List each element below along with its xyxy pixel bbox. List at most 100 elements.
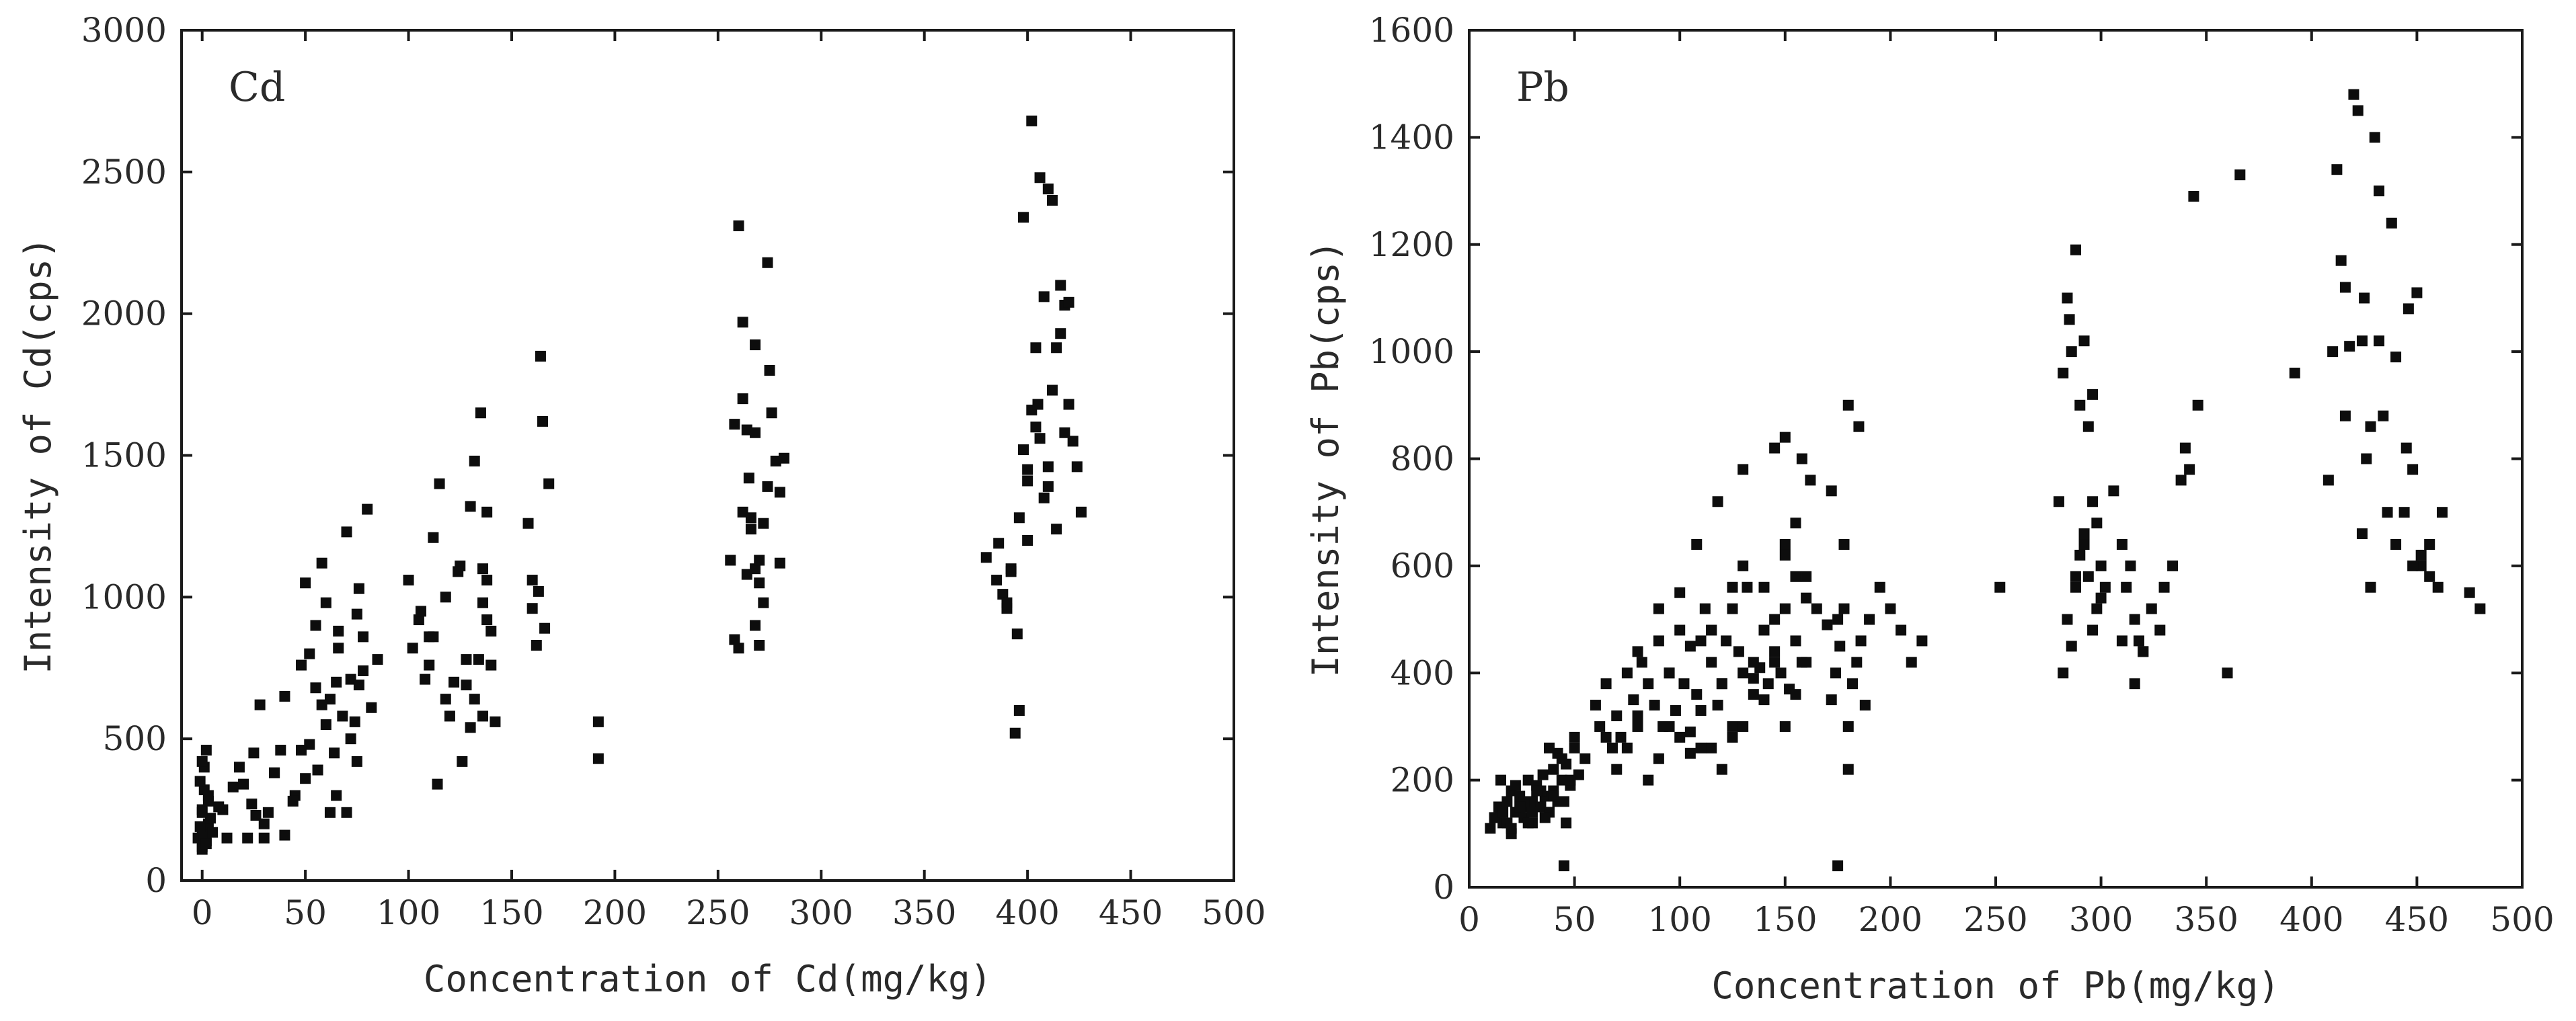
pb-data-point — [1643, 774, 1654, 786]
cd-data-point — [774, 487, 785, 498]
cd-data-point — [1063, 399, 1075, 410]
pb-data-point — [1748, 673, 1759, 684]
cd-data-point — [238, 778, 249, 790]
pb-data-point — [1838, 603, 1850, 614]
cd-data-point — [345, 733, 356, 745]
pb-data-point — [1826, 694, 1837, 706]
pb-data-point — [2339, 282, 2351, 293]
pb-data-point — [2062, 614, 2073, 625]
cd-data-point — [312, 764, 323, 776]
pb-data-point — [1594, 721, 1606, 732]
cd-data-point — [1034, 433, 1046, 444]
pb-data-point — [1801, 592, 1812, 604]
cd-data-point — [331, 676, 342, 688]
pb-data-point — [2133, 635, 2144, 647]
cd-data-point — [258, 818, 270, 829]
cd-x-tick-label: 150 — [479, 893, 543, 932]
cd-data-point — [198, 829, 210, 841]
pb-data-point — [1643, 678, 1654, 690]
pb-data-point — [1733, 646, 1744, 657]
pb-data-point — [1779, 539, 1791, 550]
cd-data-point — [1067, 436, 1079, 447]
cd-data-point — [733, 220, 744, 231]
cd-data-point — [993, 538, 1005, 549]
cd-data-point — [766, 407, 777, 419]
cd-x-tick-label: 300 — [789, 893, 853, 932]
pb-data-point — [2116, 539, 2128, 550]
cd-data-point — [233, 762, 245, 773]
pb-data-point — [2099, 581, 2111, 593]
pb-data-point — [2361, 453, 2372, 464]
pb-data-point — [2053, 496, 2064, 507]
cd-data-point — [531, 640, 542, 651]
pb-data-point — [1842, 399, 1854, 411]
pb-data-point — [1573, 769, 1584, 780]
pb-data-point — [1489, 812, 1500, 823]
pb-data-point — [1738, 560, 1749, 571]
cd-data-point — [440, 694, 451, 705]
pb-data-point — [1664, 667, 1675, 679]
cd-data-point — [329, 747, 340, 759]
pb-data-point — [1712, 496, 1723, 507]
pb-data-point — [1691, 539, 1703, 550]
pb-data-point — [1779, 721, 1791, 732]
cd-data-point — [345, 673, 356, 685]
cd-data-point — [745, 512, 756, 524]
pb-data-point — [1649, 700, 1660, 711]
cd-data-point — [737, 393, 748, 405]
cd-data-point — [779, 452, 790, 464]
pb-data-point — [2091, 603, 2103, 614]
cd-data-point — [733, 643, 744, 654]
cd-x-tick-label: 250 — [686, 893, 750, 932]
cd-data-point — [741, 569, 752, 580]
pb-data-point — [2390, 539, 2402, 550]
pb-data-point — [1522, 817, 1534, 829]
cd-data-point — [413, 614, 424, 626]
pb-data-point — [2403, 303, 2414, 315]
cd-data-point — [543, 478, 555, 489]
cd-data-point — [469, 455, 480, 466]
cd-data-point — [477, 597, 489, 608]
pb-data-point — [1790, 635, 1801, 647]
cd-data-point — [485, 625, 497, 637]
cd-data-point — [279, 690, 290, 702]
pb-data-point — [2070, 244, 2082, 255]
pb-data-point — [2415, 560, 2427, 571]
cd-data-point — [457, 755, 468, 767]
cd-data-point — [448, 676, 460, 688]
pb-data-point — [2464, 587, 2475, 598]
cd-data-point — [997, 589, 1009, 600]
cd-data-point — [434, 478, 445, 489]
pb-data-point — [1569, 742, 1580, 753]
pb-data-point — [1779, 603, 1791, 614]
cd-data-point — [473, 654, 484, 665]
pb-data-point — [2192, 399, 2203, 411]
pb-data-point — [1830, 667, 1841, 679]
cd-x-tick-label: 100 — [377, 893, 440, 932]
pb-data-point — [1537, 769, 1549, 780]
pb-data-point — [1653, 603, 1664, 614]
cd-data-point — [1009, 727, 1021, 739]
pb-data-point — [2129, 614, 2140, 625]
pb-data-point — [2407, 560, 2419, 571]
pb-data-point — [1621, 667, 1633, 679]
pb-data-point — [2082, 421, 2094, 432]
cd-data-point — [287, 795, 299, 807]
pb-data-point — [2382, 507, 2393, 518]
cd-data-point — [1055, 280, 1066, 291]
pb-data-point — [1748, 689, 1759, 700]
pb-x-tick-label: 350 — [2174, 900, 2238, 939]
cd-data-point — [1075, 506, 1087, 518]
cd-data-point — [991, 575, 1003, 586]
cd-data-point — [353, 680, 364, 691]
pb-data-point — [2154, 624, 2166, 636]
cd-data-point — [333, 625, 344, 637]
cd-data-point — [477, 563, 489, 575]
pb-data-point — [2331, 164, 2343, 175]
pb-data-point — [1706, 657, 1717, 668]
pb-data-point — [2167, 560, 2179, 571]
cd-data-point — [754, 577, 765, 589]
pb-data-point — [1853, 421, 1865, 432]
pb-data-point — [1653, 635, 1664, 647]
